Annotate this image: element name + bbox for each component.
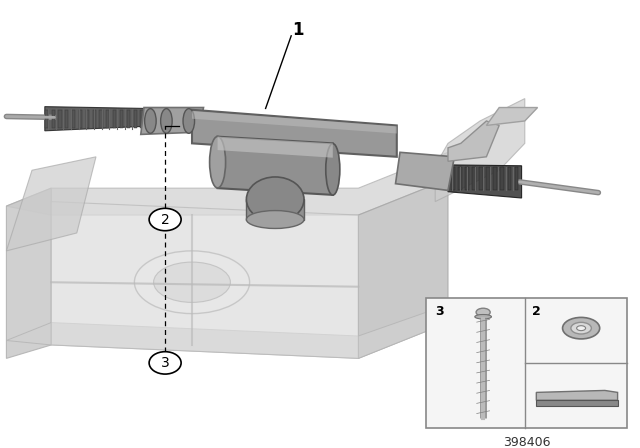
Polygon shape bbox=[45, 107, 144, 131]
Ellipse shape bbox=[145, 109, 156, 134]
FancyBboxPatch shape bbox=[426, 298, 627, 428]
Ellipse shape bbox=[154, 262, 230, 302]
Polygon shape bbox=[451, 167, 455, 190]
Polygon shape bbox=[72, 110, 76, 128]
Ellipse shape bbox=[134, 251, 250, 314]
Polygon shape bbox=[472, 167, 476, 190]
Ellipse shape bbox=[476, 308, 490, 316]
Circle shape bbox=[149, 208, 181, 231]
Polygon shape bbox=[246, 199, 304, 220]
Polygon shape bbox=[508, 167, 511, 190]
Polygon shape bbox=[51, 202, 358, 358]
Polygon shape bbox=[86, 110, 89, 128]
Polygon shape bbox=[140, 110, 143, 128]
Polygon shape bbox=[6, 305, 448, 358]
Polygon shape bbox=[536, 390, 618, 401]
Polygon shape bbox=[486, 108, 538, 125]
Polygon shape bbox=[127, 110, 130, 128]
Polygon shape bbox=[515, 167, 518, 190]
Polygon shape bbox=[435, 99, 525, 202]
Polygon shape bbox=[486, 167, 490, 190]
Circle shape bbox=[149, 352, 181, 374]
Ellipse shape bbox=[571, 323, 591, 334]
Text: 2: 2 bbox=[161, 212, 170, 227]
Text: 1: 1 bbox=[292, 21, 303, 39]
Polygon shape bbox=[458, 167, 462, 190]
Polygon shape bbox=[79, 110, 82, 128]
Text: 3: 3 bbox=[161, 356, 170, 370]
Text: 398406: 398406 bbox=[502, 436, 550, 448]
Polygon shape bbox=[58, 110, 61, 128]
Polygon shape bbox=[192, 110, 397, 157]
Polygon shape bbox=[6, 188, 51, 358]
Polygon shape bbox=[120, 110, 123, 128]
Polygon shape bbox=[465, 167, 469, 190]
Polygon shape bbox=[396, 152, 454, 190]
Text: 3: 3 bbox=[435, 305, 444, 318]
Ellipse shape bbox=[161, 109, 172, 134]
Polygon shape bbox=[479, 167, 483, 190]
Polygon shape bbox=[106, 110, 109, 128]
Polygon shape bbox=[448, 121, 499, 161]
Ellipse shape bbox=[210, 136, 226, 188]
Polygon shape bbox=[448, 165, 522, 198]
Polygon shape bbox=[493, 167, 497, 190]
Polygon shape bbox=[6, 157, 96, 251]
Polygon shape bbox=[358, 179, 448, 358]
Polygon shape bbox=[93, 110, 96, 128]
Ellipse shape bbox=[475, 314, 492, 319]
Polygon shape bbox=[218, 137, 333, 158]
Ellipse shape bbox=[577, 326, 586, 331]
Polygon shape bbox=[141, 108, 204, 134]
Polygon shape bbox=[536, 401, 618, 406]
Polygon shape bbox=[113, 110, 116, 128]
Polygon shape bbox=[6, 152, 448, 215]
Polygon shape bbox=[192, 111, 397, 134]
Ellipse shape bbox=[563, 317, 600, 339]
Ellipse shape bbox=[183, 109, 195, 134]
Polygon shape bbox=[500, 167, 504, 190]
Polygon shape bbox=[134, 110, 137, 128]
Polygon shape bbox=[99, 110, 102, 128]
Polygon shape bbox=[52, 110, 55, 128]
Polygon shape bbox=[218, 137, 333, 195]
Polygon shape bbox=[65, 110, 68, 128]
Ellipse shape bbox=[246, 211, 304, 228]
Text: 2: 2 bbox=[532, 305, 541, 318]
Ellipse shape bbox=[326, 143, 340, 195]
Ellipse shape bbox=[246, 177, 304, 222]
Polygon shape bbox=[45, 110, 48, 128]
